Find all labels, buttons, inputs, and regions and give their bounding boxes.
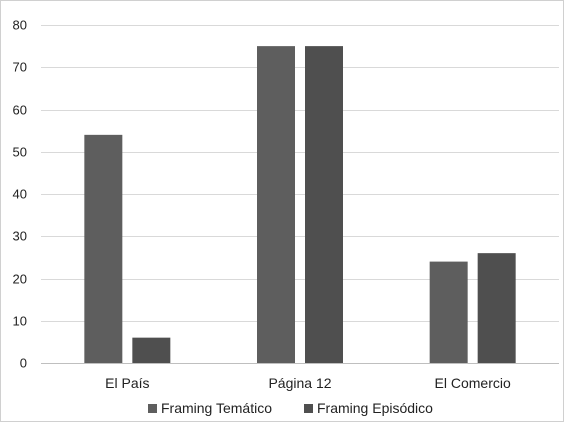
legend-swatch — [148, 404, 157, 413]
y-axis-ticks: 0 10 20 30 40 50 60 70 80 — [13, 18, 27, 371]
bar-episodico — [305, 46, 343, 363]
bar-episodico — [477, 253, 516, 363]
bar-episodico — [132, 337, 171, 363]
bar-tematico — [257, 46, 295, 363]
category-label: El Comercio — [435, 375, 511, 391]
category-label: Página 12 — [268, 375, 331, 391]
y-tick-label: 30 — [13, 229, 27, 244]
y-tick-label: 10 — [13, 314, 27, 329]
gridlines — [41, 25, 559, 364]
x-axis-categories: El País Página 12 El Comercio — [105, 375, 511, 391]
legend-label: Framing Episódico — [317, 400, 433, 416]
y-tick-label: 0 — [20, 356, 27, 371]
y-tick-label: 70 — [13, 60, 27, 75]
y-tick-label: 20 — [13, 272, 27, 287]
y-tick-label: 60 — [13, 103, 27, 118]
y-tick-label: 50 — [13, 145, 27, 160]
bars — [84, 46, 516, 363]
legend-swatch — [304, 404, 313, 413]
y-tick-label: 40 — [13, 187, 27, 202]
bar-tematico — [429, 261, 468, 363]
category-label: El País — [105, 375, 149, 391]
y-tick-label: 80 — [13, 18, 27, 33]
legend-label: Framing Temático — [161, 400, 272, 416]
legend: Framing Temático Framing Episódico — [148, 400, 433, 416]
bar-tematico — [84, 134, 123, 363]
